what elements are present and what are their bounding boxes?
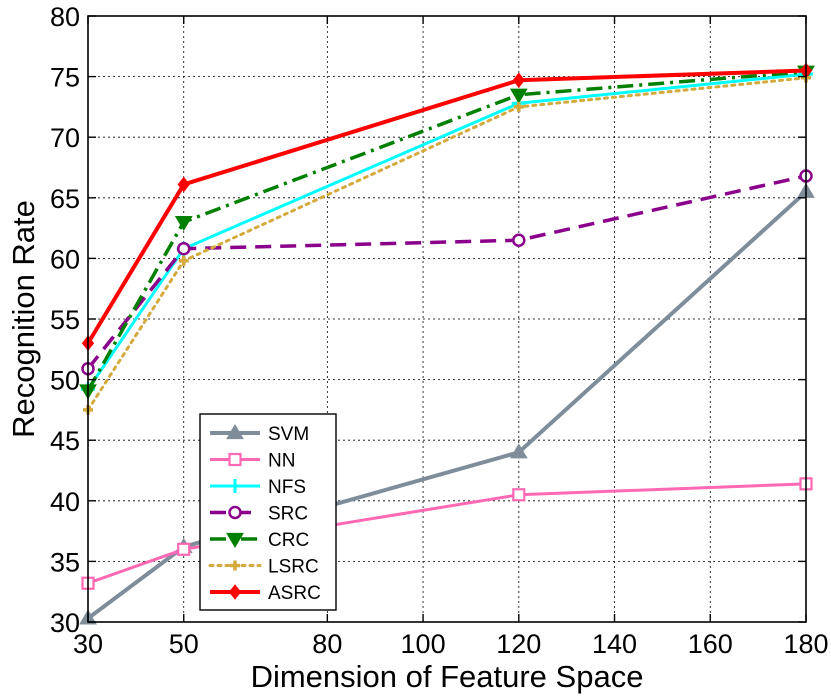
legend-label: SVM [268,424,309,445]
legend-item-svm: SVM [210,424,309,445]
x-tick-label: 50 [169,629,199,659]
series-layer [79,62,815,625]
x-tick-label: 100 [401,629,446,659]
series-line-lsrc [86,76,808,412]
series-asrc [81,62,813,352]
y-tick-label: 35 [50,547,80,577]
y-tick-label: 40 [50,487,80,517]
y-tick-label: 60 [50,244,80,274]
data-point-crc [174,215,193,232]
series-src [81,169,813,376]
tick-labels: 30 50 80 100 120 140 160 180 30 35 40 45 50 55 60 65 70 7… [50,2,829,659]
y-tick-label: 65 [50,184,80,214]
x-tick-label: 30 [73,629,103,659]
data-point-nn [512,488,526,502]
data-point-crc [509,88,528,104]
y-axis-label: Recognition Rate [6,200,41,438]
legend-label: SRC [268,504,308,525]
legend-label: LSRC [268,557,319,578]
legend-marker [228,452,242,467]
grid [88,16,806,622]
x-tick-label: 120 [496,629,541,659]
data-point-lsrc [513,101,524,112]
y-tick-label: 30 [50,608,80,638]
legend-item-nfs: NFS [210,477,306,498]
legend-item-nn: NN [210,451,295,472]
legend-marker [228,505,242,520]
legend-item-crc: CRC [210,530,309,551]
y-tick-label: 80 [50,2,80,32]
series-line-asrc [86,68,807,345]
x-tick-label: 80 [312,629,342,659]
data-point-asrc [512,72,525,89]
data-point-lsrc [178,255,189,266]
data-point-nn [177,542,191,556]
data-point-svm [509,443,528,459]
y-tick-label: 75 [50,63,80,93]
x-axis-label: Dimension of Feature Space [251,659,644,694]
x-tick-label: 180 [783,629,828,659]
ticks [87,15,807,623]
legend-item-src: SRC [210,504,308,525]
legend-label: NFS [268,477,306,498]
legend-label: NN [268,451,295,472]
legend-marker [230,560,240,571]
data-point-src [176,241,191,256]
legend-marker [228,584,242,600]
legend-label: ASRC [268,583,321,604]
legend: SVM NN NFS SRC CRC LSRC ASRC [199,413,337,611]
legend-marker [226,532,244,548]
series-line-crc [86,70,807,392]
legend-marker [226,424,244,440]
y-tick-label: 45 [50,426,80,456]
series-line-src [86,174,807,370]
x-tick-label: 160 [688,629,733,659]
series-crc [79,65,815,400]
legend-marker [228,479,242,493]
legend-label: CRC [268,530,309,551]
series-line-nn [87,482,807,585]
series-nn [81,477,813,590]
series-nfs [81,67,813,397]
x-tick-label: 140 [592,629,637,659]
y-tick-label: 55 [50,305,80,335]
series-line-nfs [86,72,807,391]
data-point-src [512,233,526,247]
y-tick-label: 50 [50,366,80,396]
series-line-svm [86,190,808,620]
data-point-asrc [177,176,190,193]
legend-item-asrc: ASRC [210,583,321,604]
y-tick-label: 70 [50,123,80,153]
legend-item-lsrc: LSRC [208,557,319,578]
